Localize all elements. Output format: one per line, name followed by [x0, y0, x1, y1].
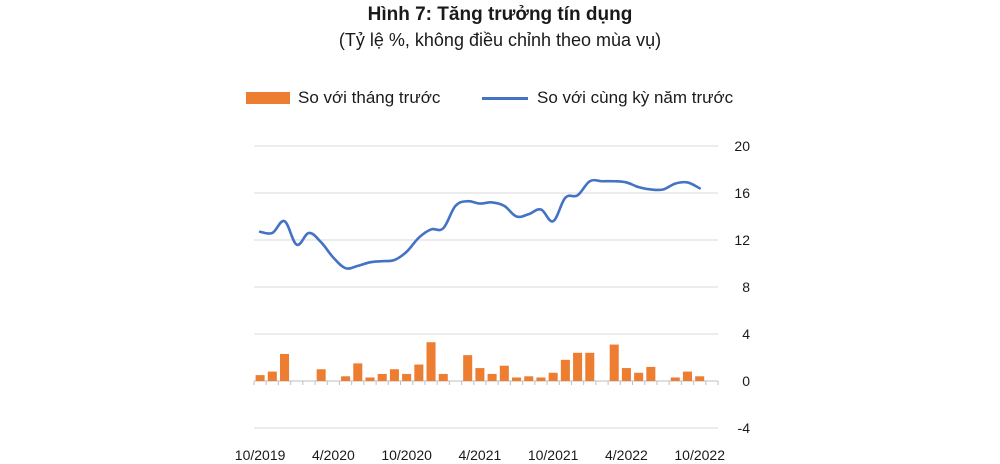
- y-tick-labels: 20 16 12 8 4 0 -4: [734, 138, 750, 436]
- bar: [512, 377, 522, 381]
- y-tick-label: -4: [738, 420, 751, 436]
- chart-title: Hình 7: Tăng trưởng tín dụng: [367, 4, 633, 25]
- bar: [353, 363, 363, 381]
- bar: [438, 373, 448, 381]
- bar: [280, 353, 290, 381]
- x-tick-labels: 10/2019 4/2020 10/2020 4/2021 10/2021 4/2022 1…: [235, 447, 725, 463]
- bar: [475, 368, 485, 381]
- y-tick-label: 8: [742, 279, 750, 295]
- bar: [255, 375, 265, 381]
- bar: [499, 365, 509, 381]
- x-tick-label: 10/2019: [235, 447, 286, 463]
- x-tick-label: 10/2020: [381, 447, 432, 463]
- legend-bar-swatch: [246, 92, 290, 104]
- x-tick-label: 4/2021: [458, 447, 501, 463]
- y-tick-label: 12: [734, 232, 750, 248]
- bar: [634, 372, 644, 381]
- bar: [560, 359, 570, 381]
- bar: [365, 377, 375, 381]
- bar: [426, 342, 436, 381]
- bar: [670, 377, 680, 381]
- x-tick-label: 10/2022: [674, 447, 725, 463]
- legend-bar-label: So với tháng trước: [298, 88, 441, 107]
- bar: [646, 366, 656, 381]
- line-series: [258, 178, 701, 270]
- y-tick-label: 0: [742, 373, 750, 389]
- bar: [377, 373, 387, 381]
- legend-line-swatch: [482, 96, 528, 100]
- legend-item-bar: So với tháng trước: [246, 88, 440, 108]
- x-tick-label: 10/2021: [528, 447, 579, 463]
- bar: [682, 371, 692, 381]
- y-tick-label: 16: [734, 185, 750, 201]
- legend-line-label: So với cùng kỳ năm trước: [537, 88, 734, 107]
- bar: [267, 371, 277, 381]
- bar: [316, 369, 326, 381]
- bar: [341, 376, 351, 381]
- y-tick-label: 20: [734, 138, 750, 154]
- bar: [536, 377, 546, 381]
- bar: [524, 376, 534, 381]
- bar: [389, 369, 399, 381]
- bar: [414, 364, 424, 381]
- bar: [621, 368, 631, 381]
- bar: [402, 373, 412, 381]
- bar: [463, 355, 473, 381]
- x-tick-label: 4/2020: [312, 447, 355, 463]
- bar: [548, 372, 558, 381]
- bar: [695, 376, 705, 381]
- y-tick-label: 4: [742, 326, 750, 342]
- gridlines: [254, 145, 718, 429]
- bar: [487, 373, 497, 381]
- series-line: [258, 178, 701, 270]
- chart-subtitle: (Tỷ lệ %, không điều chỉnh theo mùa vụ): [338, 30, 662, 50]
- x-tick-label: 4/2022: [605, 447, 648, 463]
- legend-item-line: So với cùng kỳ năm trước: [482, 88, 733, 108]
- bar: [573, 352, 583, 381]
- bar: [609, 344, 619, 381]
- bar: [585, 352, 595, 381]
- x-axis: [253, 380, 719, 385]
- bar-series: [255, 342, 705, 381]
